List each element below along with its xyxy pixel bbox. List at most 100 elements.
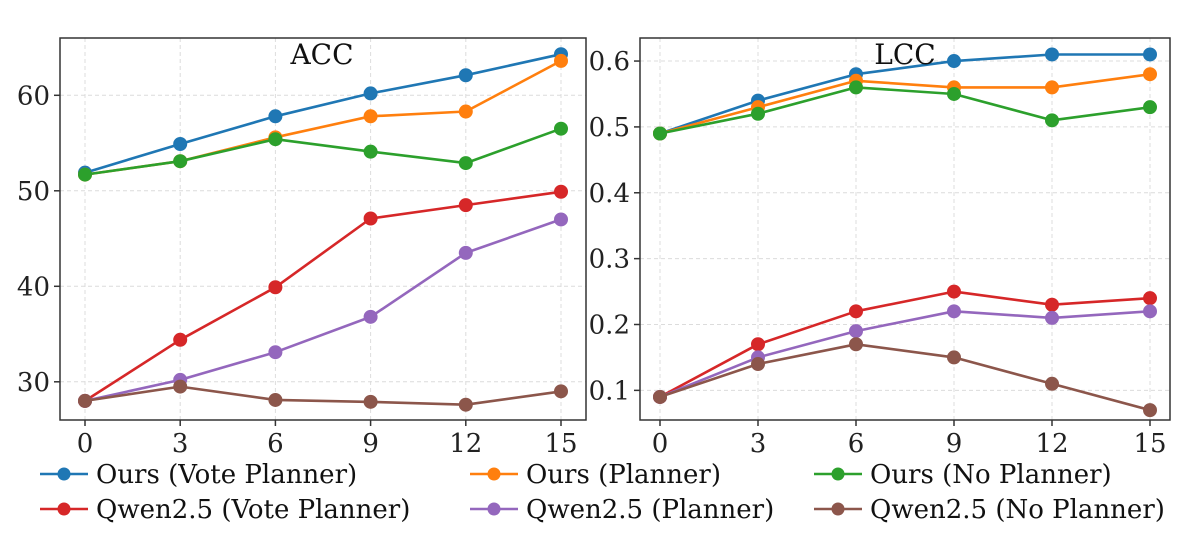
- acc-series-line: [84, 190, 562, 402]
- lcc-data-point: [1045, 113, 1059, 128]
- lcc-series-line: [659, 290, 1151, 399]
- lcc-data-point: [653, 126, 667, 141]
- acc-y-tick-label: 50: [17, 177, 50, 207]
- acc-data-point: [173, 332, 188, 347]
- acc-series-5: [78, 379, 568, 412]
- legend-item: Qwen2.5 (No Planner): [814, 495, 1165, 525]
- legend-label: Ours (Vote Planner): [96, 460, 357, 490]
- lcc-data-point: [947, 304, 961, 319]
- lcc-y-tick-label: 0.5: [589, 113, 630, 143]
- legend-label: Qwen2.5 (Planner): [526, 495, 774, 525]
- acc-x-tick-label: 9: [362, 429, 379, 459]
- legend-item: Ours (Vote Planner): [40, 460, 357, 490]
- lcc-data-point: [1045, 80, 1059, 95]
- acc-data-point: [458, 68, 473, 83]
- lcc-y-tick-label: 0.4: [589, 179, 630, 209]
- lcc-y-tick-label: 0.1: [589, 376, 630, 406]
- lcc-data-point: [947, 350, 961, 365]
- lcc-y-tick-label: 0.6: [589, 47, 630, 77]
- acc-panel-title: ACC: [289, 38, 353, 71]
- legend-item: Qwen2.5 (Planner): [470, 495, 774, 525]
- acc-data-point: [173, 154, 188, 169]
- acc-series-line: [84, 218, 562, 403]
- legend-item: Ours (Planner): [470, 460, 721, 490]
- lcc-data-point: [751, 106, 765, 121]
- lcc-data-point: [849, 80, 863, 95]
- lcc-data-point: [1143, 67, 1157, 82]
- lcc-series-4: [653, 304, 1157, 404]
- acc-y-tick-label: 60: [17, 81, 50, 111]
- legend-swatch-marker: [487, 502, 501, 516]
- acc-data-point: [458, 245, 473, 260]
- lcc-data-point: [947, 54, 961, 69]
- lcc-series-line: [659, 86, 1151, 135]
- lcc-data-point: [1143, 304, 1157, 319]
- acc-data-point: [458, 156, 473, 171]
- lcc-data-point: [1143, 100, 1157, 115]
- acc-data-point: [363, 211, 378, 226]
- acc-data-point: [554, 121, 568, 136]
- acc-data-point: [363, 394, 378, 409]
- acc-panel: 0 3 6 9 12 15 30 40 50 60 ACC: [17, 37, 587, 459]
- acc-data-point: [78, 167, 92, 182]
- acc-series-4: [78, 212, 568, 408]
- acc-x-tick-label: 15: [544, 429, 577, 459]
- acc-data-point: [363, 144, 378, 159]
- lcc-x-tick-label: 12: [1035, 429, 1068, 459]
- acc-data-point: [458, 198, 473, 213]
- legend-label: Ours (Planner): [526, 460, 721, 490]
- acc-series-2: [78, 121, 568, 182]
- lcc-data-point: [1045, 310, 1059, 325]
- lcc-data-point: [1045, 376, 1059, 391]
- lcc-data-point: [653, 389, 667, 404]
- lcc-series-line: [659, 53, 1150, 135]
- lcc-data-point: [849, 324, 863, 339]
- lcc-series-line: [659, 342, 1151, 412]
- acc-series-line: [84, 59, 562, 176]
- lcc-y-tick-label: 0.2: [589, 311, 630, 341]
- lcc-data-point: [1143, 291, 1157, 306]
- legend-swatch-marker: [57, 502, 71, 516]
- acc-data-point: [363, 86, 378, 101]
- acc-y-tick-label: 40: [17, 272, 50, 302]
- lcc-series-5: [653, 337, 1157, 418]
- lcc-x-tick-label: 6: [848, 429, 865, 459]
- acc-data-point: [554, 53, 568, 68]
- acc-x-tick-label: 0: [77, 429, 94, 459]
- acc-data-point: [554, 212, 568, 227]
- acc-data-point: [554, 384, 568, 399]
- lcc-plot-frame: [639, 37, 1171, 421]
- lcc-data-point: [947, 284, 961, 299]
- acc-data-point: [173, 137, 188, 152]
- lcc-data-point: [1143, 403, 1157, 418]
- legend-swatch-marker: [831, 467, 845, 481]
- acc-data-point: [268, 345, 283, 360]
- lcc-data-point: [751, 337, 765, 352]
- legend-label: Ours (No Planner): [870, 460, 1112, 490]
- legend-swatch-marker: [487, 467, 501, 481]
- acc-data-point: [458, 104, 473, 119]
- legend-item: Ours (No Planner): [814, 460, 1112, 490]
- acc-series-line: [84, 127, 562, 176]
- lcc-data-point: [1045, 47, 1059, 62]
- lcc-x-tick-label: 9: [946, 429, 963, 459]
- lcc-panel: 0 3 6 9 12 15 0.1 0.2 0.3 0.4 0.5 0.6 LCC: [589, 37, 1171, 459]
- legend-swatch-marker: [57, 467, 71, 481]
- lcc-data-point: [849, 337, 863, 352]
- acc-series-3: [78, 184, 568, 408]
- lcc-series-3: [653, 284, 1157, 404]
- lcc-series-2: [653, 80, 1157, 141]
- lcc-series-line: [659, 309, 1151, 399]
- acc-x-tick-label: 12: [449, 429, 482, 459]
- acc-plot-frame: [59, 37, 587, 421]
- lcc-x-tick-label: 15: [1133, 429, 1166, 459]
- lcc-x-tick-label: 0: [652, 429, 669, 459]
- legend: Ours (Vote Planner) Ours (Planner) Ours (N…: [40, 460, 1165, 525]
- acc-data-point: [268, 109, 283, 124]
- acc-series-line: [84, 52, 562, 174]
- acc-data-point: [458, 397, 473, 412]
- acc-x-tick-label: 3: [172, 429, 189, 459]
- acc-data-point: [554, 184, 568, 199]
- acc-series-line: [84, 385, 562, 407]
